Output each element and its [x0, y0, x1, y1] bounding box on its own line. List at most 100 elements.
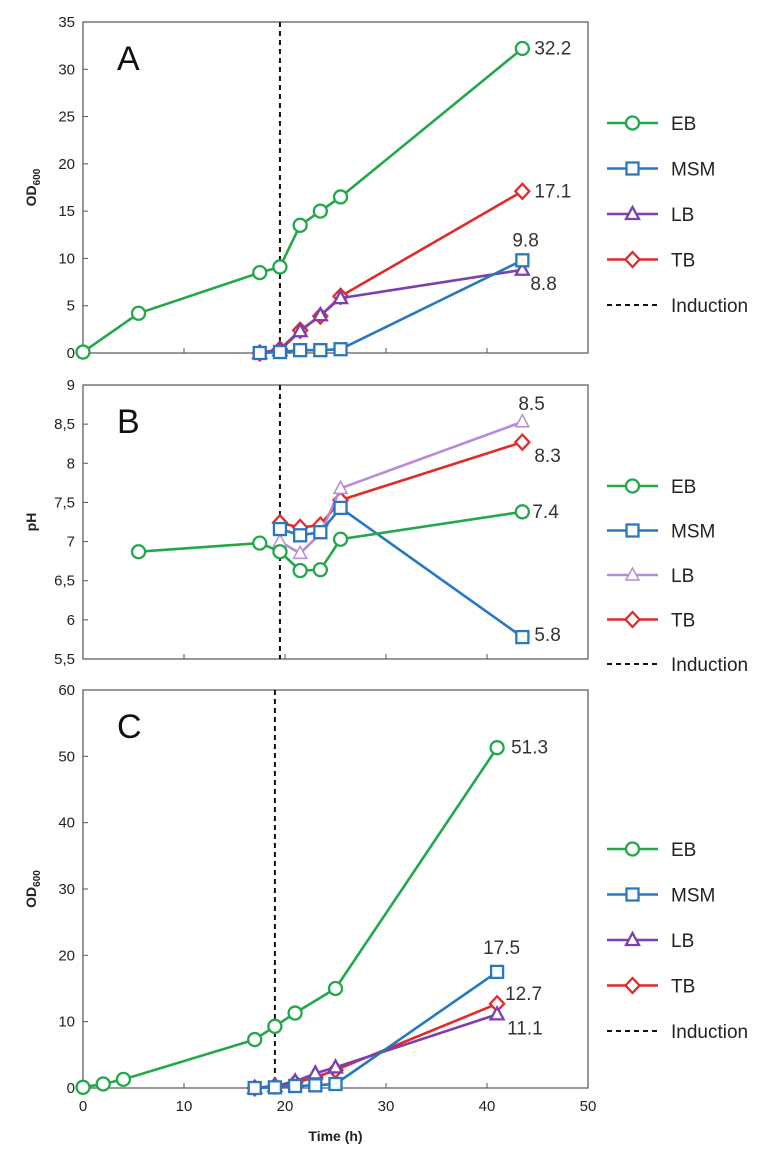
- legend-item-induction: Induction: [607, 655, 748, 676]
- legend: EB MSM LB TB Induction: [607, 477, 748, 676]
- x-tick-label: 50: [580, 1098, 597, 1115]
- marker-msm: [625, 887, 640, 902]
- legend-label: Induction: [671, 655, 748, 676]
- marker-msm: [515, 629, 530, 645]
- marker-eb: [252, 535, 268, 551]
- marker-lb: [488, 1004, 506, 1021]
- plot-frame: [82, 384, 589, 660]
- y-tick-label: 10: [58, 250, 75, 267]
- marker-msm: [247, 1080, 262, 1096]
- marker-eb: [489, 740, 505, 756]
- series-msm: [272, 500, 530, 645]
- marker-msm: [625, 161, 640, 176]
- marker-msm: [313, 343, 328, 358]
- marker-tb: [623, 976, 642, 995]
- y-tick-label: 20: [58, 156, 75, 173]
- legend-label: TB: [671, 251, 695, 272]
- legend-item-msm: MSM: [607, 886, 715, 907]
- legend-item-eb: EB: [607, 477, 696, 498]
- data-label: 32.2: [534, 38, 571, 59]
- panel-letter: B: [117, 403, 140, 441]
- marker-msm: [267, 1080, 283, 1095]
- marker-eb: [327, 980, 344, 997]
- legend-label: LB: [671, 205, 694, 226]
- series-line-msm: [259, 259, 523, 355]
- marker-lb: [291, 321, 309, 338]
- series-eb: [130, 504, 530, 579]
- legend-label: EB: [671, 114, 696, 135]
- legend: EB MSM LB TB Induction: [607, 114, 748, 317]
- legend-label: TB: [671, 611, 695, 632]
- x-tick-label: 10: [176, 1098, 193, 1115]
- y-tick-label: 30: [58, 61, 75, 78]
- marker-msm: [287, 1078, 303, 1094]
- y-tick-label: 10: [58, 1014, 75, 1031]
- data-label: 5.8: [534, 625, 560, 646]
- y-tick-label: 25: [58, 109, 75, 126]
- marker-msm: [308, 1078, 323, 1093]
- legend-label: MSM: [671, 160, 715, 181]
- marker-eb: [624, 841, 641, 857]
- series-msm: [247, 964, 505, 1096]
- y-axis-label: OD600: [23, 168, 43, 206]
- y-tick-label: 5,5: [54, 651, 75, 668]
- marker-lb: [292, 544, 308, 560]
- legend-item-msm: MSM: [607, 522, 715, 543]
- legend-item-eb: EB: [607, 840, 696, 861]
- marker-eb: [292, 217, 308, 233]
- marker-eb: [624, 478, 641, 494]
- marker-lb: [514, 413, 531, 428]
- x-tick-label: 40: [479, 1098, 496, 1115]
- marker-tb: [623, 610, 642, 629]
- series-eb: [75, 740, 505, 1095]
- data-label: 11.1: [507, 1018, 543, 1039]
- marker-msm: [272, 521, 288, 537]
- panel-letter: C: [117, 708, 142, 746]
- series-line-tb: [279, 440, 523, 529]
- data-label: 12.7: [505, 984, 542, 1005]
- y-tick-label: 35: [58, 14, 75, 31]
- y-tick-label: 0: [67, 345, 75, 362]
- marker-eb: [312, 203, 329, 219]
- legend-item-tb: TB: [607, 976, 695, 998]
- marker-eb: [247, 1031, 263, 1048]
- x-axis-label: Time (h): [308, 1128, 362, 1144]
- series-tb: [271, 432, 531, 537]
- y-axis-label: OD600: [23, 870, 43, 908]
- legend-item-induction: Induction: [607, 296, 748, 317]
- legend-item-induction: Induction: [607, 1022, 748, 1043]
- y-axis-label-subscript: 600: [32, 870, 43, 887]
- series-msm: [252, 253, 530, 361]
- legend-item-eb: EB: [607, 114, 696, 135]
- marker-lb: [513, 260, 531, 276]
- data-label: 17.1: [534, 181, 571, 202]
- x-tick-label: 20: [277, 1098, 294, 1115]
- marker-lb: [624, 930, 641, 947]
- marker-eb: [267, 1018, 283, 1034]
- marker-msm: [313, 525, 328, 540]
- series-tb: [246, 994, 506, 1098]
- y-axis-label-main: OD: [23, 887, 39, 908]
- marker-lb: [624, 566, 641, 581]
- data-label: 9.8: [512, 230, 538, 251]
- marker-msm: [625, 523, 640, 538]
- marker-eb: [95, 1076, 111, 1092]
- marker-msm: [489, 964, 505, 980]
- data-label: 8.3: [534, 446, 560, 467]
- marker-eb: [130, 544, 147, 560]
- data-label: 51.3: [511, 738, 548, 759]
- legend: EB MSM LB TB Induction: [607, 840, 748, 1043]
- series-line-lb: [254, 1013, 498, 1090]
- y-tick-label: 0: [67, 1080, 75, 1097]
- y-tick-label: 9: [67, 377, 75, 394]
- legend-label: MSM: [671, 886, 715, 907]
- y-tick-label: 15: [58, 203, 75, 220]
- series-lb: [272, 413, 531, 560]
- marker-eb: [75, 1079, 91, 1095]
- y-axis-label: pH: [23, 513, 39, 532]
- y-axis-label-main: pH: [23, 513, 39, 532]
- marker-lb: [332, 479, 349, 495]
- marker-lb: [327, 1058, 344, 1074]
- legend-label: MSM: [671, 522, 715, 543]
